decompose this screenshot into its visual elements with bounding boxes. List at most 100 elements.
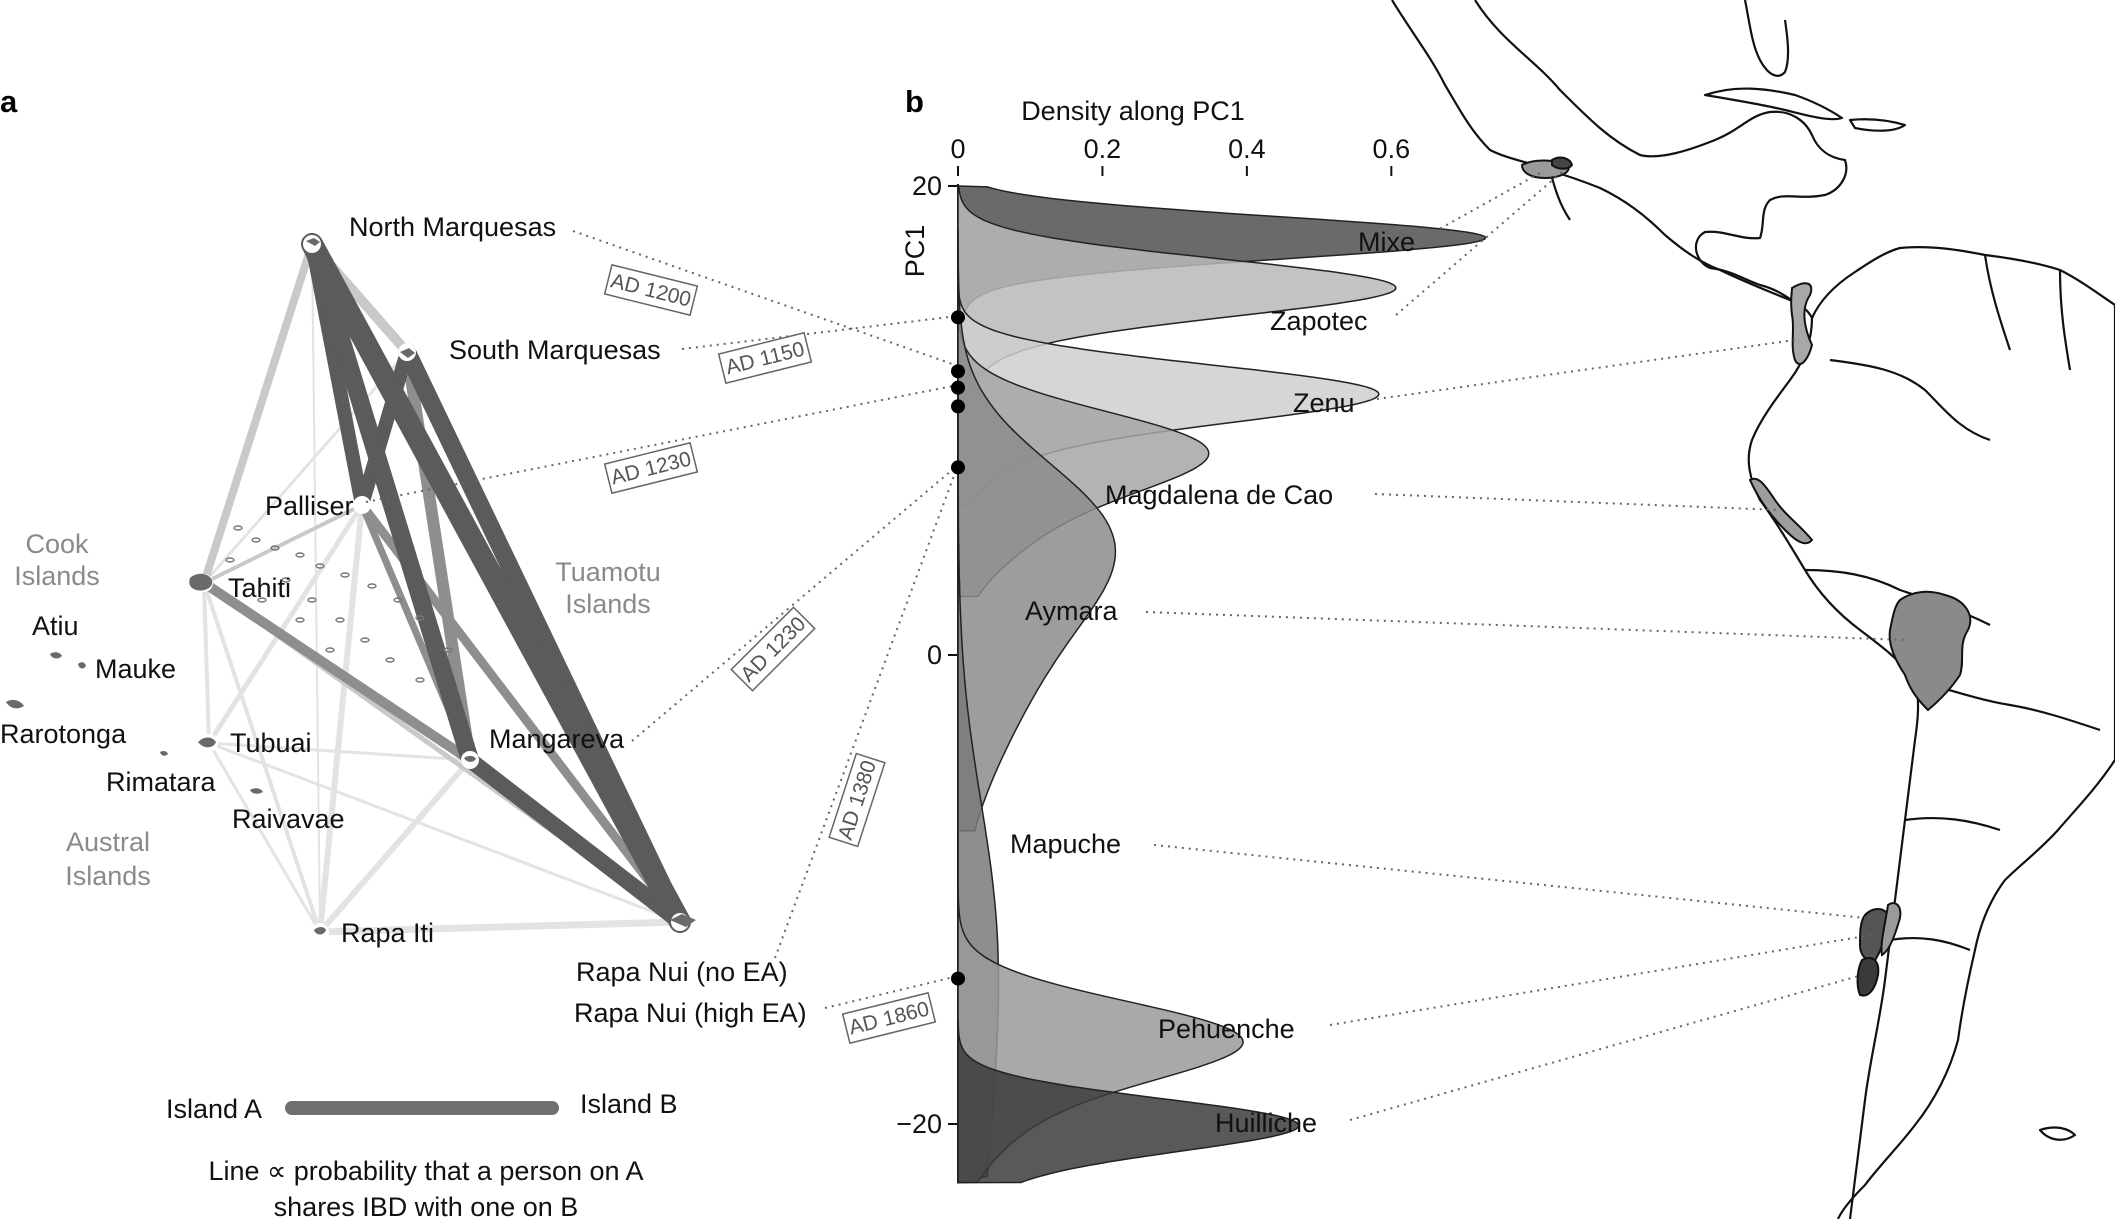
y-tick-label-2: −20 [896, 1109, 942, 1139]
tuamotu-atoll-6 [367, 583, 377, 589]
date-box-1: AD 1200 [603, 263, 699, 317]
tuamotu-atoll-3 [295, 552, 305, 558]
tuamotu-atoll-13 [385, 657, 395, 663]
edge-palliser-tubuai [206, 502, 365, 746]
edge-tubuai-rapa_nui [207, 741, 682, 924]
x-tick-label-3: 0.6 [1373, 134, 1411, 164]
label-palliser: Palliser [265, 491, 354, 521]
connector-south-marquesas [681, 315, 959, 350]
label-mapuche: Mapuche [1010, 829, 1121, 859]
pc1-point-1 [951, 364, 965, 379]
ibd-network-edges [199, 233, 691, 936]
region-zenu [1790, 282, 1814, 365]
label-rapa-nui-no-ea: Rapa Nui (no EA) [576, 957, 788, 987]
edge-tahiti-tubuai [202, 581, 211, 745]
edge-mangareva-rapa_iti [317, 757, 473, 935]
mauke-island [78, 662, 86, 669]
edge-south_marquesas-palliser [355, 345, 414, 512]
florida [1743, 0, 1790, 77]
border-7 [2058, 269, 2072, 371]
border-1 [1829, 358, 1991, 442]
raivavae-island [250, 788, 263, 794]
tuamotu-atoll-17 [257, 597, 267, 603]
label-rarotonga: Rarotonga [0, 719, 127, 749]
group-tuamotu-line2: Islands [565, 589, 651, 619]
label-huilliche: Huilliche [1215, 1108, 1317, 1138]
group-cook-line2: Islands [14, 561, 100, 591]
tuamotu-atoll-0 [233, 525, 243, 531]
x-tick-label-2: 0.4 [1228, 134, 1266, 164]
falklands [2038, 1126, 2077, 1141]
pc1-point-4 [951, 460, 965, 475]
south-america-pacific-coast [1747, 317, 1920, 1219]
region-aymara [1888, 590, 1972, 712]
label-south-marquesas: South Marquesas [449, 335, 661, 365]
north-america-coast [1474, 0, 1848, 306]
y-tick-label-1: 0 [927, 640, 942, 670]
edge-mangareva-rapa_nui [462, 752, 688, 930]
connector-rapa-nui-no-ea [774, 464, 959, 959]
y-tick-label-0: 20 [912, 171, 942, 201]
edge-palliser-rapa_iti [317, 502, 365, 935]
x-tick-label-1: 0.2 [1084, 134, 1122, 164]
x-axis-title: Density along PC1 [1021, 96, 1245, 126]
rapa-iti-island [314, 927, 326, 935]
region-magdalena-de-cao [1748, 477, 1814, 545]
label-tahiti: Tahiti [228, 573, 291, 603]
tuamotu-atoll-4 [315, 563, 325, 569]
group-tuamotu-line1: Tuamotu [555, 557, 661, 587]
population-regions [1520, 156, 1972, 997]
group-austral-line1: Austral [66, 827, 150, 857]
map-connector-zapotec [1395, 171, 1563, 316]
edge-tubuai-rapa_iti [207, 741, 322, 934]
edge-rapa_iti-rapa_nui [316, 918, 684, 936]
date-box-3: AD 1230 [603, 441, 699, 495]
edge-north_marquesas-mangareva [303, 235, 479, 769]
tuamotu-atoll-5 [340, 572, 350, 578]
region-mixe [1551, 156, 1574, 170]
cuba [1703, 87, 1844, 121]
map-connectors [1145, 171, 1906, 1121]
pc1-point-3 [951, 399, 965, 414]
connector-palliser [365, 384, 959, 503]
label-magdalena-de-cao: Magdalena de Cao [1105, 480, 1333, 510]
legend-caption-line2: shares IBD with one on B [274, 1192, 579, 1219]
label-aymara: Aymara [1025, 596, 1119, 626]
density-curve-aymara [957, 229, 1117, 832]
label-atiu: Atiu [32, 611, 79, 641]
edge-north_marquesas-tahiti [200, 240, 316, 587]
edge-palliser-tahiti [202, 503, 364, 585]
edge-tahiti-mangareva [199, 578, 475, 765]
americas-map [1391, 0, 2115, 1219]
map-connector-huilliche [1349, 974, 1863, 1121]
map-connector-zenu [1369, 339, 1796, 401]
tahiti-island [189, 573, 213, 591]
border-5 [1889, 936, 1971, 952]
date-box-2: AD 1150 [717, 331, 813, 385]
map-connector-pehuenche [1329, 934, 1873, 1026]
tuamotu-atoll-14 [415, 677, 425, 683]
legend-island-a: Island A [166, 1094, 262, 1124]
tuamotu-atoll-8 [415, 615, 425, 621]
pc1-point-2 [951, 380, 965, 395]
tuamotu-atoll-19 [443, 647, 453, 653]
label-zenu: Zenu [1293, 388, 1355, 418]
label-mauke: Mauke [95, 654, 176, 684]
tuamotu-atoll-16 [325, 647, 335, 653]
edge-north_marquesas-rapa_iti [311, 243, 321, 933]
south-marquesas-island [400, 348, 415, 358]
label-tubuai: Tubuai [230, 728, 312, 758]
map-connector-aymara [1145, 611, 1906, 641]
tuamotu-atoll-11 [335, 617, 345, 623]
south-america-coast [1810, 245, 2115, 1219]
label-raivavae: Raivavae [232, 804, 345, 834]
island-shapes [6, 235, 696, 941]
tuamotu-atoll-18 [225, 557, 235, 563]
rapa-nui-island [670, 914, 696, 927]
region-huilliche [1856, 957, 1880, 997]
label-rimatara: Rimatara [106, 767, 217, 797]
mexico-pacific-coast [1391, 0, 1813, 319]
label-rapa-nui-high-ea: Rapa Nui (high EA) [574, 998, 807, 1028]
atiu-island [50, 652, 62, 659]
edge-south_marquesas-tahiti [202, 350, 409, 585]
